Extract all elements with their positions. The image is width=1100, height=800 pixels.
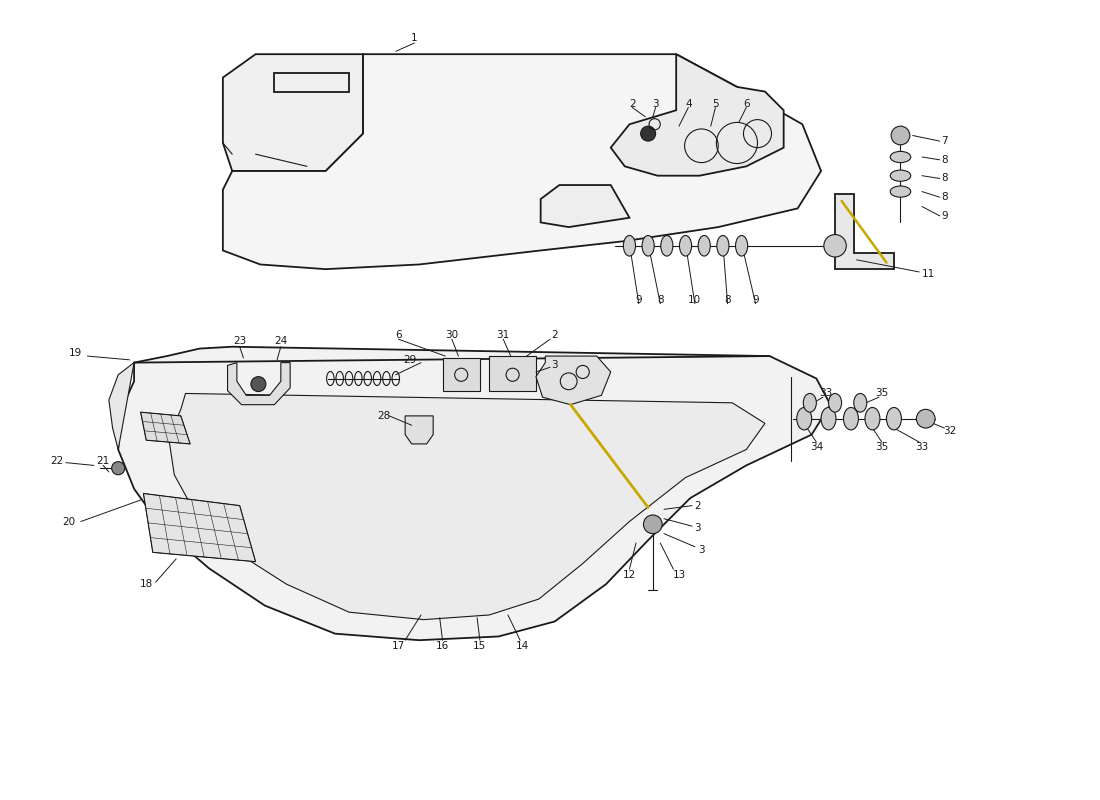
Polygon shape — [223, 54, 363, 171]
Text: 15: 15 — [473, 641, 486, 651]
Circle shape — [644, 515, 662, 534]
Text: 2: 2 — [694, 501, 701, 510]
Polygon shape — [541, 185, 629, 227]
Text: 29: 29 — [404, 355, 417, 365]
Ellipse shape — [890, 151, 911, 162]
Ellipse shape — [854, 394, 867, 412]
Polygon shape — [118, 346, 831, 640]
Circle shape — [112, 462, 124, 474]
Polygon shape — [168, 394, 764, 620]
Ellipse shape — [717, 235, 729, 256]
Text: 9: 9 — [636, 295, 642, 305]
Circle shape — [824, 234, 846, 257]
Text: 14: 14 — [515, 641, 529, 651]
Polygon shape — [405, 416, 433, 444]
Text: 23: 23 — [233, 336, 246, 346]
Text: ER  CL  S: ER CL S — [351, 380, 749, 458]
Text: 8: 8 — [942, 154, 948, 165]
Text: 24: 24 — [274, 336, 287, 346]
Ellipse shape — [844, 407, 858, 430]
Text: 5: 5 — [712, 98, 718, 109]
Polygon shape — [835, 194, 894, 269]
Ellipse shape — [736, 235, 748, 256]
Ellipse shape — [624, 235, 636, 256]
Text: 2: 2 — [551, 330, 558, 339]
Text: a  passion  for  parts  since: a passion for parts since — [418, 470, 682, 489]
Text: 7: 7 — [942, 136, 948, 146]
Text: 6: 6 — [395, 330, 402, 339]
Circle shape — [640, 126, 656, 141]
Ellipse shape — [642, 235, 654, 256]
Text: 8: 8 — [657, 295, 663, 305]
Text: 2: 2 — [629, 98, 636, 109]
Polygon shape — [490, 356, 536, 390]
Text: 16: 16 — [436, 641, 449, 651]
Text: 11: 11 — [922, 269, 935, 279]
Text: 31: 31 — [496, 330, 510, 339]
Polygon shape — [143, 494, 255, 562]
Polygon shape — [228, 362, 290, 405]
Text: 21: 21 — [97, 456, 110, 466]
Ellipse shape — [887, 407, 901, 430]
Text: 8: 8 — [942, 174, 948, 183]
Text: 35: 35 — [876, 389, 889, 398]
Text: 33: 33 — [915, 442, 928, 452]
Polygon shape — [223, 54, 821, 269]
Text: 4: 4 — [685, 98, 692, 109]
Ellipse shape — [803, 394, 816, 412]
Text: 33: 33 — [820, 389, 833, 398]
Ellipse shape — [821, 407, 836, 430]
Text: 9: 9 — [942, 211, 948, 221]
Polygon shape — [109, 362, 134, 450]
Text: 30: 30 — [446, 330, 459, 339]
Text: 3: 3 — [698, 545, 705, 554]
Polygon shape — [536, 356, 610, 405]
Text: 17: 17 — [392, 641, 405, 651]
Circle shape — [891, 126, 910, 145]
Text: 8: 8 — [724, 295, 730, 305]
Ellipse shape — [828, 394, 842, 412]
Text: 35: 35 — [876, 442, 889, 452]
Text: 3: 3 — [652, 98, 659, 109]
Circle shape — [251, 377, 266, 391]
Text: 10: 10 — [689, 295, 702, 305]
Text: 19: 19 — [68, 348, 81, 358]
Text: 18: 18 — [140, 579, 153, 589]
Text: 1: 1 — [411, 34, 418, 43]
Text: 12: 12 — [623, 570, 636, 580]
Text: 3: 3 — [694, 523, 701, 533]
Text: 22: 22 — [50, 456, 63, 466]
Ellipse shape — [661, 235, 673, 256]
Ellipse shape — [796, 407, 812, 430]
Ellipse shape — [890, 170, 911, 182]
Ellipse shape — [680, 235, 692, 256]
Text: 34: 34 — [810, 442, 823, 452]
Text: 9: 9 — [752, 295, 759, 305]
Text: 6: 6 — [742, 98, 749, 109]
Ellipse shape — [865, 407, 880, 430]
Text: 32: 32 — [944, 426, 957, 436]
Text: 8: 8 — [942, 192, 948, 202]
Text: 20: 20 — [62, 517, 75, 526]
Polygon shape — [141, 412, 190, 444]
Text: 28: 28 — [377, 411, 390, 421]
Circle shape — [916, 410, 935, 428]
Polygon shape — [610, 54, 783, 176]
Ellipse shape — [698, 235, 711, 256]
Text: 13: 13 — [672, 570, 685, 580]
Ellipse shape — [890, 186, 911, 197]
Polygon shape — [442, 358, 480, 390]
Text: 3: 3 — [551, 361, 558, 370]
